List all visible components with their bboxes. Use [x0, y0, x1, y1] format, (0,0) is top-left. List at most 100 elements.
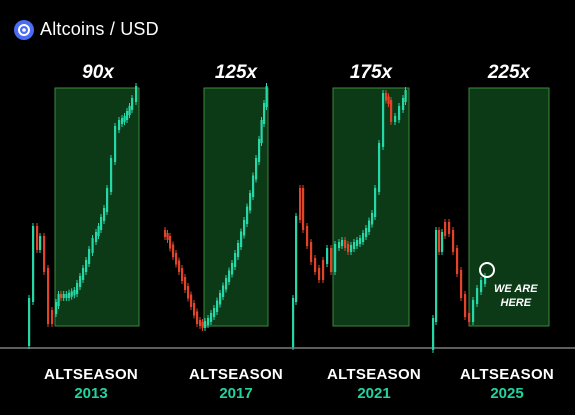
altseason-zone-2021	[332, 87, 410, 327]
multiplier-2017: 125x	[214, 62, 258, 83]
candle-body	[435, 230, 438, 322]
candle-body	[190, 294, 193, 307]
candle-body	[444, 222, 447, 236]
candle-body	[201, 322, 204, 328]
candle-body	[365, 228, 368, 237]
candle-body	[356, 240, 359, 246]
candle-body	[32, 226, 35, 302]
candle-body	[100, 217, 103, 230]
candle-body	[237, 243, 240, 257]
candle-body	[299, 188, 302, 220]
candle-body	[246, 206, 249, 224]
candle-body	[164, 230, 167, 237]
candle-body	[460, 270, 463, 298]
candle-body	[258, 139, 261, 162]
candle-body	[97, 226, 100, 236]
candle-body	[484, 276, 487, 284]
candle-body	[344, 240, 347, 248]
candle-body	[322, 260, 325, 280]
candle-body	[387, 96, 390, 104]
multiplier-2025: 225x	[487, 62, 531, 83]
candle-body	[263, 103, 266, 124]
candle-body	[292, 298, 295, 347]
candle-body	[390, 100, 393, 122]
season-label-2013: ALTSEASON 2013	[43, 366, 139, 402]
candle-body	[394, 116, 397, 122]
candle-body	[347, 244, 350, 252]
candle-body	[441, 232, 444, 252]
we-are-here-marker	[479, 262, 495, 278]
candle-body	[181, 268, 184, 281]
candle-body	[82, 268, 85, 280]
we-are-here-annotation: WE ARE HERE	[494, 283, 538, 309]
candle-body	[260, 120, 263, 143]
candle-body	[28, 298, 31, 346]
chart-header: Altcoins / USD	[14, 19, 159, 40]
candle-body	[123, 116, 126, 122]
candle-body	[65, 294, 68, 298]
candle-body	[73, 290, 76, 296]
candle-body	[318, 268, 321, 280]
candle-body	[480, 280, 483, 292]
candle-body	[249, 193, 252, 211]
candle-body	[362, 233, 365, 242]
candle-body	[398, 106, 401, 120]
candle-body	[222, 285, 225, 297]
candle-body	[36, 226, 39, 250]
candle-body	[76, 283, 79, 294]
candle-body	[334, 244, 337, 272]
season-label-2021: ALTSEASON 2021	[326, 366, 422, 402]
candle-body	[126, 111, 129, 120]
altcoin-logo-icon	[14, 19, 34, 40]
altseason-zone-2013	[54, 87, 140, 327]
candle-body	[70, 291, 73, 297]
candle-body	[213, 308, 216, 317]
candle-body	[432, 318, 435, 350]
candle-body	[187, 286, 190, 299]
candle-body	[204, 321, 207, 328]
candle-body	[43, 236, 46, 272]
candle-body	[39, 236, 42, 250]
candle-body	[210, 313, 213, 322]
multiplier-2021: 175x	[349, 62, 393, 83]
candle-body	[368, 220, 371, 232]
candle-body	[404, 90, 407, 102]
candle-body	[228, 270, 231, 282]
candle-body	[378, 143, 381, 192]
candle-body	[326, 248, 329, 264]
candle-body	[118, 120, 121, 130]
candle-body	[110, 158, 113, 192]
candle-body	[175, 253, 178, 265]
candle-body	[88, 249, 91, 264]
candle-body	[60, 294, 63, 298]
candle-body	[314, 258, 317, 272]
candle-body	[359, 238, 362, 244]
chart-title: Altcoins / USD	[40, 19, 159, 39]
candle-body	[169, 236, 172, 249]
candle-body	[131, 98, 134, 110]
candle-body	[135, 86, 138, 102]
candle-body	[207, 318, 210, 325]
candle-body	[265, 86, 268, 107]
season-label-2025: ALTSEASON 2025	[459, 366, 555, 402]
candle-body	[382, 93, 385, 147]
candle-body	[374, 188, 377, 217]
candle-body	[438, 230, 441, 252]
candle-body	[385, 93, 388, 101]
season-label-2017: ALTSEASON 2017	[188, 366, 284, 402]
candle-body	[47, 268, 50, 324]
candle-body	[310, 242, 313, 262]
candle-body	[172, 244, 175, 257]
candle-body	[476, 288, 479, 304]
candle-body	[330, 248, 333, 272]
candle-body	[472, 300, 475, 322]
candle-body	[62, 294, 65, 298]
candle-body	[178, 260, 181, 272]
candle-body	[95, 232, 98, 242]
candle-body	[103, 208, 106, 221]
candle-body	[240, 231, 243, 247]
candle-body	[85, 260, 88, 272]
candle-body	[68, 292, 71, 298]
candle-body	[353, 242, 356, 249]
